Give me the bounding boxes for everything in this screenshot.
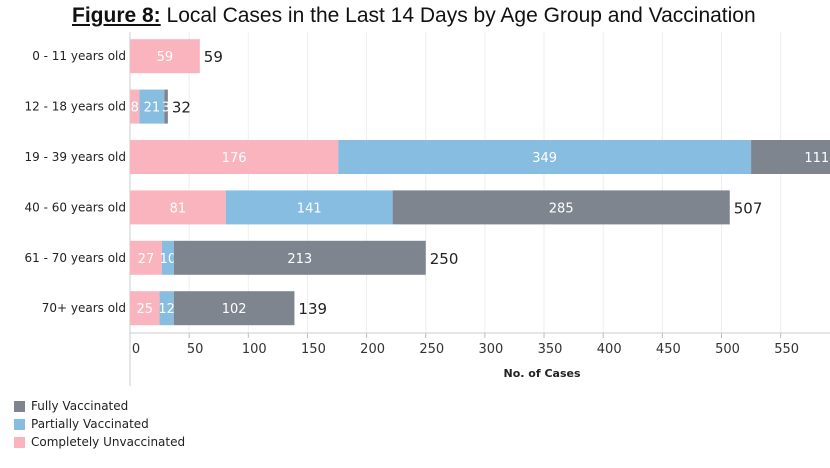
data-label: 12 — [158, 302, 175, 317]
legend-item-fully: Fully Vaccinated — [14, 399, 128, 413]
title-text: Local Cases in the Last 14 Days by Age G… — [166, 4, 756, 27]
figure-label: Figure 8: — [72, 4, 161, 27]
category-label: 61 - 70 years old — [25, 251, 126, 265]
bar-segment — [161, 240, 174, 275]
data-label: 25 — [137, 302, 154, 317]
bar-segment — [173, 291, 295, 326]
bar-segment — [130, 89, 140, 124]
data-label: 111 — [804, 151, 829, 166]
bar-segment — [130, 140, 339, 174]
x-tick-label: 500 — [715, 342, 740, 357]
data-label: 102 — [222, 302, 247, 317]
chart-title: Figure 8: Local Cases in the Last 14 Day… — [72, 4, 756, 28]
x-tick-label: 200 — [360, 342, 385, 357]
bar-segment — [392, 190, 730, 225]
legend-label: Completely Unvaccinated — [31, 435, 186, 449]
category-label: 12 - 18 years old — [25, 100, 126, 114]
bar-segment — [164, 89, 168, 124]
data-label: 3 — [162, 101, 170, 116]
category-label: 19 - 39 years old — [25, 150, 126, 164]
legend-swatch — [14, 400, 25, 412]
x-tick-label: 350 — [538, 342, 563, 357]
legend-swatch — [14, 418, 25, 430]
x-tick-label: 150 — [301, 342, 326, 357]
total-label: 507 — [734, 199, 763, 217]
bar-segment — [130, 240, 162, 275]
data-label: 27 — [138, 252, 155, 267]
category-label: 70+ years old — [42, 301, 126, 315]
bar-segment — [751, 140, 830, 174]
bar-segment — [130, 291, 160, 326]
bar-segment — [139, 89, 165, 124]
bar-segment — [225, 190, 393, 225]
category-label: 0 - 11 years old — [32, 49, 126, 63]
data-label: 285 — [549, 201, 574, 216]
data-label: 176 — [222, 151, 247, 166]
x-tick-label: 100 — [242, 342, 267, 357]
x-axis-label: No. of Cases — [504, 367, 581, 380]
category-label: 40 - 60 years old — [25, 200, 126, 214]
x-tick-label: 0 — [132, 342, 140, 357]
bar-segment — [338, 140, 752, 174]
data-label: 59 — [157, 50, 174, 65]
x-tick-label: 50 — [187, 342, 204, 357]
data-label: 141 — [297, 201, 322, 216]
legend-swatch — [14, 436, 25, 448]
x-tick-label: 250 — [419, 342, 444, 357]
legend-item-partially: Partially Vaccinated — [14, 417, 149, 431]
bar-segment — [159, 291, 174, 326]
x-tick-label: 400 — [597, 342, 622, 357]
data-label: 21 — [144, 101, 161, 116]
legend-item-unvaccinated: Completely Unvaccinated — [14, 435, 185, 449]
data-label: 349 — [532, 151, 557, 166]
x-tick-label: 550 — [774, 342, 799, 357]
legend-label: Fully Vaccinated — [31, 399, 129, 413]
bar-segment — [173, 240, 426, 275]
data-label: 213 — [287, 252, 312, 267]
legend-label: Partially Vaccinated — [31, 417, 149, 431]
total-label: 32 — [172, 99, 191, 117]
bar-segment — [130, 190, 226, 225]
bar-segment — [130, 39, 200, 74]
total-label: 250 — [430, 250, 459, 268]
x-tick-label: 450 — [656, 342, 681, 357]
data-label: 8 — [131, 101, 139, 116]
data-label: 81 — [170, 201, 187, 216]
data-label: 10 — [160, 252, 177, 267]
total-label: 59 — [204, 48, 223, 66]
total-label: 139 — [298, 300, 327, 318]
x-tick-label: 300 — [478, 342, 503, 357]
